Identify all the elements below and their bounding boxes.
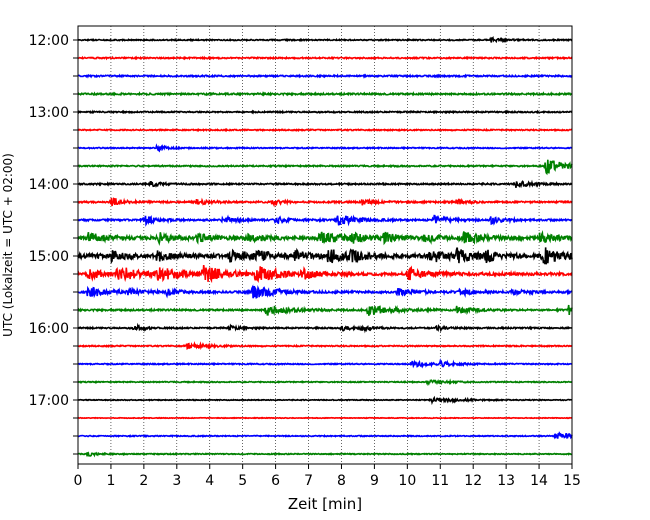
trace-1445 bbox=[77, 230, 573, 247]
x-tick-label: 0 bbox=[74, 473, 83, 489]
y-tick-label: 15:00 bbox=[29, 249, 69, 265]
x-tick-label: 9 bbox=[370, 473, 379, 489]
trace-1300 bbox=[77, 109, 573, 115]
trace-1345 bbox=[77, 159, 573, 176]
trace-1600 bbox=[77, 322, 573, 334]
x-axis: 0 1 2 3 4 5 6 7 8 9 10 11 12 13 14 15 bbox=[74, 464, 581, 489]
x-axis-label: Zeit [min] bbox=[288, 495, 362, 513]
trace-1730 bbox=[77, 431, 573, 440]
trace-1330 bbox=[77, 143, 573, 153]
trace-group bbox=[77, 35, 573, 458]
y-axis-label: UTC (Lokalzeit = UTC + 02:00) bbox=[1, 153, 15, 337]
x-tick-label: 6 bbox=[271, 473, 280, 489]
trace-1500 bbox=[77, 247, 573, 265]
y-tick-label: 13:00 bbox=[29, 105, 69, 121]
x-tick-label: 10 bbox=[398, 473, 416, 489]
trace-1415 bbox=[77, 197, 573, 208]
x-tick-label: 11 bbox=[431, 473, 449, 489]
x-tick-label: 3 bbox=[172, 473, 181, 489]
trace-1215 bbox=[77, 55, 573, 61]
y-tick-label: 16:00 bbox=[29, 321, 69, 337]
trace-1745 bbox=[77, 451, 573, 458]
trace-1545 bbox=[77, 304, 573, 317]
y-axis: 12:00 13:00 14:00 15:00 16:00 17:00 bbox=[29, 33, 78, 455]
y-tick-label: 17:00 bbox=[29, 393, 69, 409]
trace-1400 bbox=[77, 179, 573, 189]
trace-1700 bbox=[77, 395, 573, 406]
trace-1530 bbox=[77, 284, 573, 299]
trace-1615 bbox=[77, 340, 573, 351]
x-tick-label: 4 bbox=[205, 473, 214, 489]
x-tick-label: 1 bbox=[106, 473, 115, 489]
trace-1200 bbox=[77, 35, 573, 44]
x-tick-label: 2 bbox=[139, 473, 148, 489]
x-tick-label: 14 bbox=[530, 473, 548, 489]
trace-1715 bbox=[77, 416, 573, 420]
y-tick-label: 12:00 bbox=[29, 33, 69, 49]
x-grid bbox=[110, 26, 540, 464]
trace-1245 bbox=[77, 91, 573, 97]
x-tick-label: 15 bbox=[563, 473, 581, 489]
trace-1630 bbox=[77, 358, 573, 369]
x-tick-label: 7 bbox=[304, 473, 313, 489]
x-tick-label: 5 bbox=[238, 473, 247, 489]
x-tick-label: 13 bbox=[497, 473, 515, 489]
plot-frame bbox=[77, 25, 573, 465]
trace-1315 bbox=[77, 127, 573, 133]
trace-1645 bbox=[77, 378, 573, 386]
trace-1515 bbox=[77, 264, 573, 284]
x-tick-label: 12 bbox=[464, 473, 482, 489]
trace-1430 bbox=[77, 214, 573, 227]
x-tick-label: 8 bbox=[337, 473, 346, 489]
trace-1230 bbox=[77, 73, 573, 79]
y-tick-label: 14:00 bbox=[29, 177, 69, 193]
